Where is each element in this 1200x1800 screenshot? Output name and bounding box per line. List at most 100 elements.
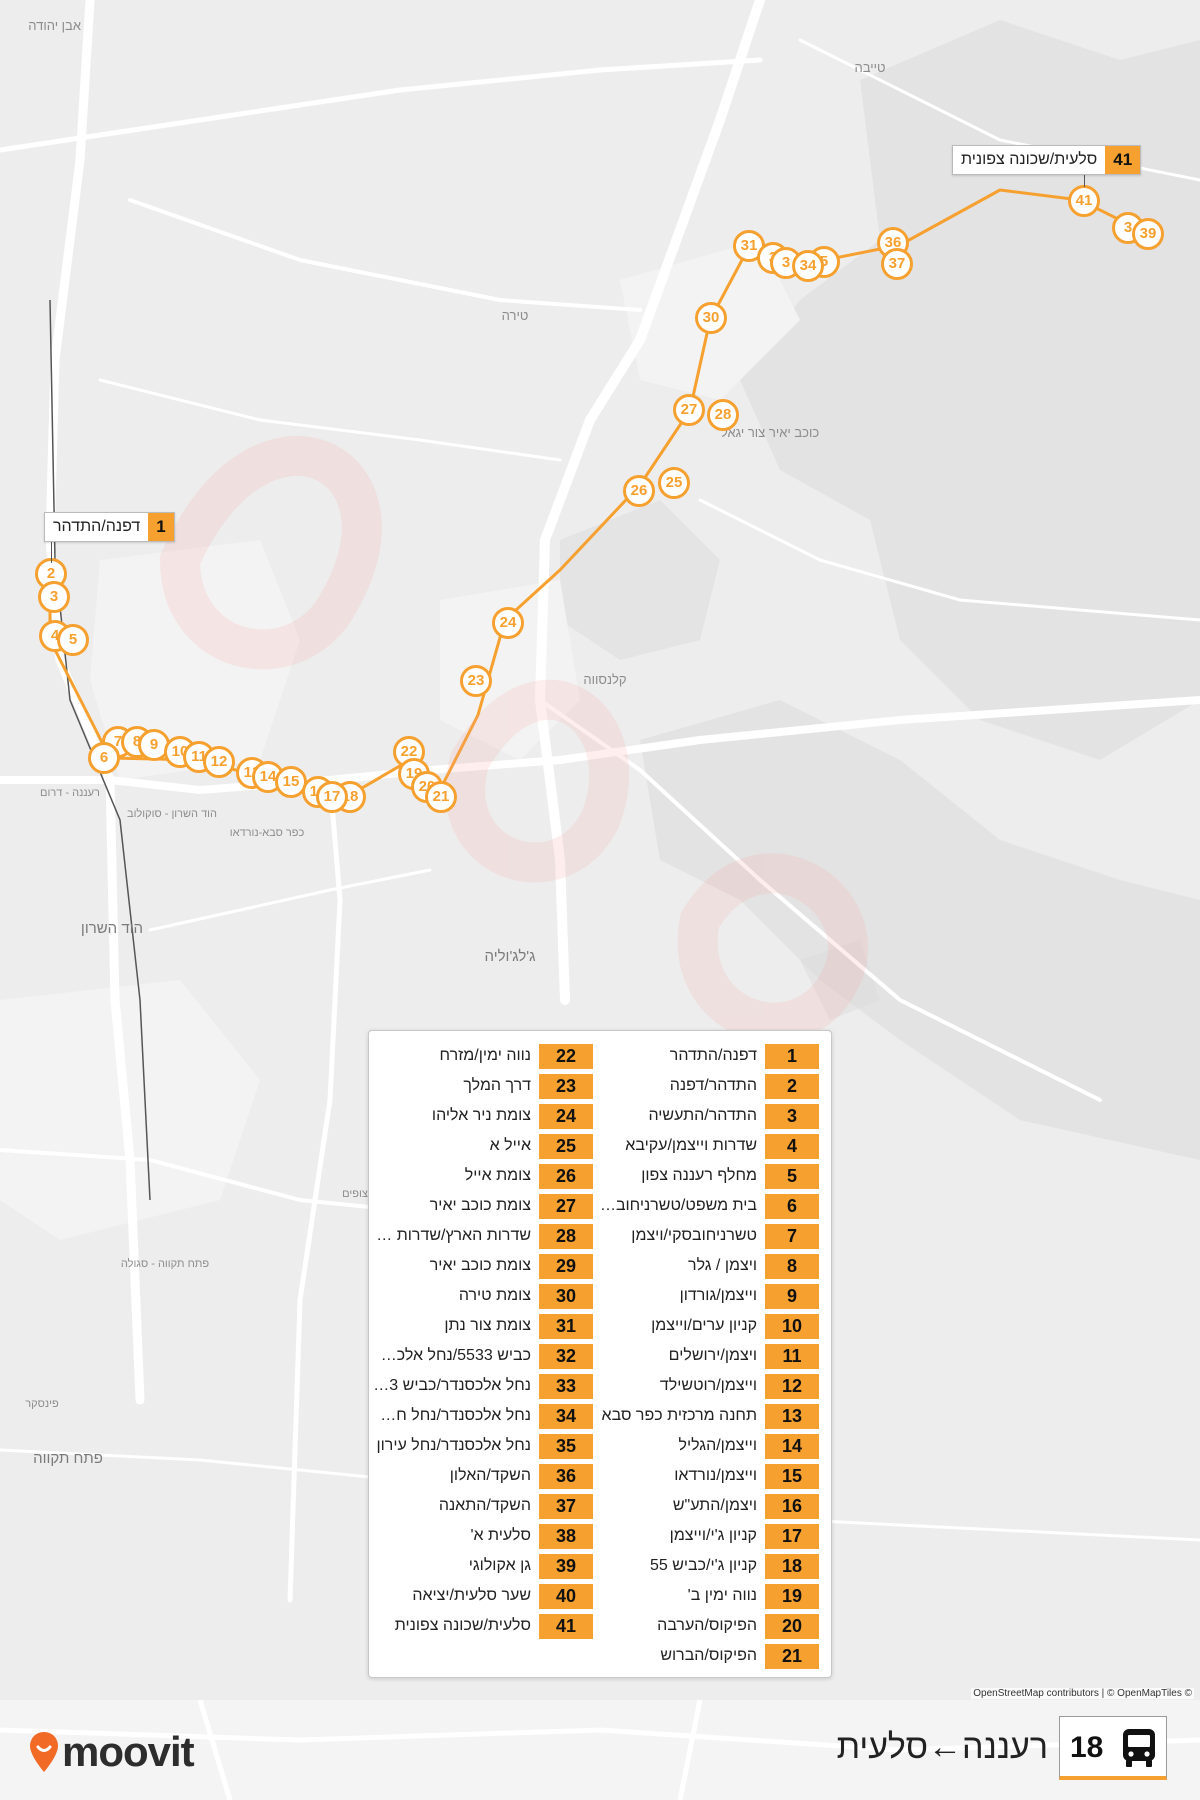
legend-stop-number: 17 <box>765 1523 819 1549</box>
legend-row: 26 צומת אייל <box>373 1161 593 1191</box>
place-label: טירה <box>501 308 529 323</box>
stop-marker[interactable]: 30 <box>695 302 727 334</box>
legend-row: 30 צומת טירה <box>373 1281 593 1311</box>
legend-stop-number: 12 <box>765 1373 819 1399</box>
stop-marker[interactable]: 24 <box>492 607 524 639</box>
legend-stop-name: ויצמן/התע"ש <box>672 1497 757 1514</box>
legend-stop-name: צומת כוכב יאיר <box>429 1197 531 1214</box>
moovit-pin-icon <box>30 1732 58 1772</box>
stop-marker[interactable]: 25 <box>658 467 690 499</box>
legend-stop-name: וייצמן/רוטשילד <box>659 1377 757 1394</box>
legend-stop-name: השקד/האלון <box>449 1467 531 1484</box>
stop-marker[interactable]: 12 <box>203 746 235 778</box>
watermark <box>159 435 868 1043</box>
stop-marker[interactable]: 26 <box>623 475 655 507</box>
stop-marker[interactable]: 5 <box>57 624 89 656</box>
stop-marker[interactable]: 34 <box>792 250 824 282</box>
stop-marker[interactable]: 41 <box>1068 185 1100 217</box>
place-label: כוכב יאיר צור יגאל <box>720 425 820 440</box>
legend-stop-number: 16 <box>765 1493 819 1519</box>
legend-stop-number: 28 <box>539 1223 593 1249</box>
stop-marker[interactable]: 28 <box>707 399 739 431</box>
end-stop-callout[interactable]: 41 סלעית/שכונה צפונית <box>952 145 1142 175</box>
legend-row: 39 גן אקולוגי <box>373 1551 593 1581</box>
legend-row: 19 נווה ימין ב' <box>599 1581 819 1611</box>
bus-icon <box>1123 1729 1155 1767</box>
legend-stop-number: 21 <box>765 1643 819 1669</box>
legend-row: 4 שדרות וייצמן/עקיבא <box>599 1131 819 1161</box>
route-badge: 18 <box>1059 1716 1167 1780</box>
legend-row: 40 שער סלעית/יציאה <box>373 1581 593 1611</box>
legend-stop-name: צומת אייל <box>464 1167 531 1184</box>
legend-row: 36 השקד/האלון <box>373 1461 593 1491</box>
callout-pointer <box>1084 173 1085 187</box>
place-label: קלנסווה <box>583 672 627 687</box>
legend-stop-number: 11 <box>765 1343 819 1369</box>
stop-marker[interactable]: 37 <box>881 248 913 280</box>
legend-row: 16 ויצמן/התע"ש <box>599 1491 819 1521</box>
legend-stop-number: 35 <box>539 1433 593 1459</box>
legend-row: 31 צומת צור נתן <box>373 1311 593 1341</box>
stop-marker[interactable]: 17 <box>316 781 348 813</box>
stop-marker[interactable]: 15 <box>275 766 307 798</box>
legend-stop-name: אייל א <box>489 1137 531 1154</box>
legend-row: 2 התדהר/דפנה <box>599 1071 819 1101</box>
legend-stop-number: 39 <box>539 1553 593 1579</box>
legend-stop-number: 4 <box>765 1133 819 1159</box>
legend-stop-name: נחל אלכסנדר/נחל עירון <box>376 1437 531 1454</box>
legend-row: 32 כביש 5533/נחל אלכסנדר <box>373 1341 593 1371</box>
legend-stop-name: צומת כוכב יאיר <box>429 1257 531 1274</box>
place-label: הוד השרון <box>80 920 144 937</box>
legend-row: 6 בית משפט/טשרניחובסקי <box>599 1191 819 1221</box>
moovit-logo[interactable]: moovit <box>30 1728 195 1776</box>
legend-stop-name: גן אקולוגי <box>468 1557 531 1574</box>
legend-stop-number: 36 <box>539 1463 593 1489</box>
legend-row: 28 שדרות הארץ/שדרות ההדרים <box>373 1221 593 1251</box>
legend-stop-name: השקד/התאנה <box>438 1497 531 1514</box>
legend-stop-number: 33 <box>539 1373 593 1399</box>
legend-stop-number: 37 <box>539 1493 593 1519</box>
legend-stop-name: וייצמן/נורדאו <box>674 1467 757 1484</box>
legend-row: 10 קניון ערים/וייצמן <box>599 1311 819 1341</box>
legend-row: 14 וייצמן/הגליל <box>599 1431 819 1461</box>
legend-stop-name: סלעית א' <box>470 1527 531 1544</box>
legend-stop-number: 1 <box>765 1043 819 1069</box>
legend-row: 38 סלעית א' <box>373 1521 593 1551</box>
legend-stop-name: הפיקוס/הברוש <box>660 1647 757 1664</box>
legend-row: 13 תחנה מרכזית כפר סבא <box>599 1401 819 1431</box>
legend-stop-number: 14 <box>765 1433 819 1459</box>
footer <box>0 1700 1200 1800</box>
legend-row: 5 מחלף רעננה צפון <box>599 1161 819 1191</box>
legend-stop-number: 6 <box>765 1193 819 1219</box>
start-stop-callout[interactable]: 1 דפנה/התדהר <box>44 512 175 542</box>
map[interactable]: אבן יהודה טייבה טירה כוכב יאיר צור יגאל … <box>0 0 1200 1700</box>
legend-row: 34 נחל אלכסנדר/נחל חדרה <box>373 1401 593 1431</box>
legend-stop-name: דרך המלך <box>463 1077 531 1094</box>
stop-marker[interactable]: 27 <box>673 394 705 426</box>
stop-marker[interactable]: 23 <box>460 665 492 697</box>
terrain <box>560 20 1200 1160</box>
legend-stop-number: 29 <box>539 1253 593 1279</box>
legend-stop-name: נווה ימין ב' <box>687 1587 757 1604</box>
legend-stop-number: 22 <box>539 1043 593 1069</box>
legend-stop-number: 38 <box>539 1523 593 1549</box>
legend-stop-number: 15 <box>765 1463 819 1489</box>
legend-stop-number: 19 <box>765 1583 819 1609</box>
map-attribution[interactable]: OpenStreetMap contributors | © OpenMapTi… <box>971 1688 1194 1699</box>
legend-stop-number: 13 <box>765 1403 819 1429</box>
stop-marker[interactable]: 6 <box>88 742 120 774</box>
legend-stop-number: 20 <box>765 1613 819 1639</box>
legend-stop-number: 9 <box>765 1283 819 1309</box>
place-label: הוד השרון - סוקולוב <box>126 808 218 820</box>
legend-row: 23 דרך המלך <box>373 1071 593 1101</box>
stop-marker[interactable]: 39 <box>1132 218 1164 250</box>
legend-stop-name: וייצמן/גורדון <box>679 1287 757 1304</box>
legend-stop-number: 10 <box>765 1313 819 1339</box>
legend-row: 27 צומת כוכב יאיר <box>373 1191 593 1221</box>
legend-stop-name: כביש 5533/נחל אלכסנדר <box>373 1347 531 1364</box>
route-number: 18 <box>1070 1731 1104 1764</box>
legend-stop-name: וייצמן/הגליל <box>678 1437 757 1454</box>
stop-marker[interactable]: 3 <box>38 581 70 613</box>
legend-row: 3 התדהר/התעשיה <box>599 1101 819 1131</box>
stop-marker[interactable]: 21 <box>425 781 457 813</box>
